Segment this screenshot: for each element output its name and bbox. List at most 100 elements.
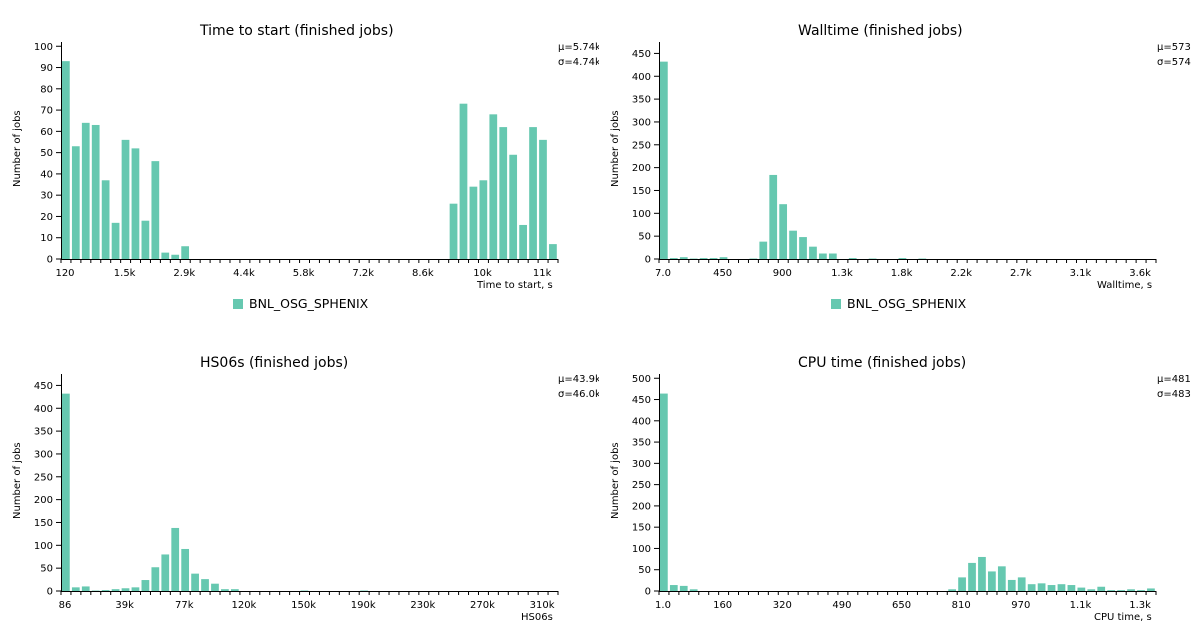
histogram-bar bbox=[121, 588, 130, 591]
histogram-bar bbox=[809, 246, 817, 259]
x-tick-label: 270k bbox=[470, 600, 495, 611]
y-tick-label: 0 bbox=[645, 255, 651, 266]
histogram-bar bbox=[549, 244, 557, 259]
stats-box: μ=573 σ=574 bbox=[1157, 40, 1201, 70]
histogram-bar bbox=[689, 589, 698, 591]
histogram-bar bbox=[121, 139, 130, 259]
stat-mean: μ=5.74k bbox=[558, 42, 599, 53]
y-tick-label: 0 bbox=[47, 255, 53, 266]
histogram-bar bbox=[181, 548, 190, 591]
x-tick-label: 490 bbox=[832, 600, 851, 611]
histogram-bar bbox=[71, 146, 80, 259]
stats-box: μ=43.9k σ=46.0k bbox=[558, 372, 599, 402]
x-tick-label: 1.8k bbox=[891, 268, 913, 279]
histogram-bar bbox=[660, 393, 668, 591]
x-tick-label: 2.2k bbox=[950, 268, 972, 279]
legend[interactable]: BNL_OSG_SPHENIX bbox=[831, 296, 966, 311]
legend[interactable]: BNL_OSG_SPHENIX bbox=[233, 296, 368, 311]
histogram-bar bbox=[459, 103, 468, 259]
histogram-bar bbox=[489, 114, 498, 259]
y-tick-label: 100 bbox=[632, 544, 651, 555]
y-tick-label: 90 bbox=[40, 63, 53, 74]
histogram-bar bbox=[151, 567, 160, 591]
histogram-bar bbox=[1027, 584, 1036, 591]
histogram-bar bbox=[828, 253, 837, 259]
histogram-bar bbox=[221, 589, 229, 591]
histogram-bar bbox=[519, 224, 527, 259]
x-tick-label: 39k bbox=[115, 600, 134, 611]
y-tick-label: 400 bbox=[632, 72, 651, 83]
x-tick-label: 160 bbox=[713, 600, 732, 611]
stat-mean: μ=43.9k bbox=[558, 374, 599, 385]
y-tick-label: 450 bbox=[34, 381, 53, 392]
stat-sigma: σ=483 bbox=[1157, 389, 1191, 400]
x-tick-label: 77k bbox=[175, 600, 194, 611]
histogram-bar bbox=[161, 554, 170, 591]
histogram-bar bbox=[201, 579, 209, 591]
histogram-bar bbox=[978, 556, 986, 591]
stat-sigma: σ=4.74k bbox=[558, 57, 599, 68]
stats-box: μ=481 σ=483 bbox=[1157, 372, 1201, 402]
y-tick-label: 200 bbox=[632, 163, 651, 174]
histogram-bar bbox=[1147, 588, 1155, 591]
histogram-bar bbox=[1057, 584, 1066, 591]
histogram-plot: 0 10 20 30 40 50 60 70 80 90 100 120 1.5k 2.9k 4.4k 5.8… bbox=[34, 42, 559, 279]
histogram-bar bbox=[1007, 579, 1016, 591]
stat-mean: μ=481 bbox=[1157, 374, 1191, 385]
histogram-bar bbox=[1137, 590, 1145, 591]
x-tick-label: 1.3k bbox=[1129, 600, 1151, 611]
y-tick-label: 500 bbox=[632, 374, 651, 385]
x-tick-label: 1.5k bbox=[114, 268, 136, 279]
histogram-bar bbox=[848, 258, 857, 259]
y-tick-label: 100 bbox=[632, 209, 651, 220]
histogram-bar bbox=[529, 127, 537, 259]
histogram-bar bbox=[669, 258, 678, 259]
histogram-bar bbox=[479, 180, 488, 259]
histogram-bar bbox=[1017, 577, 1026, 591]
histogram-bar bbox=[1067, 585, 1076, 591]
histogram-bar bbox=[171, 254, 180, 259]
stat-sigma: σ=46.0k bbox=[558, 389, 599, 400]
histogram-bar bbox=[799, 237, 807, 259]
histogram-bar bbox=[141, 220, 150, 259]
y-tick-label: 80 bbox=[40, 84, 53, 95]
histogram-bar bbox=[111, 589, 120, 591]
y-tick-label: 50 bbox=[638, 232, 651, 243]
histogram-plot: 0 50 100 150 200 250 300 350 400 450 7.0 450 900 1.3k… bbox=[632, 42, 1157, 279]
histogram-bar bbox=[789, 230, 797, 259]
histogram-bar bbox=[62, 61, 70, 259]
histogram-bar bbox=[91, 124, 100, 260]
histogram-bar bbox=[898, 258, 907, 259]
x-tick-label: 2.9k bbox=[173, 268, 195, 279]
histogram-bar bbox=[161, 252, 170, 259]
histogram-bar bbox=[679, 585, 688, 591]
x-tick-label: 810 bbox=[952, 600, 971, 611]
histogram-bar bbox=[101, 180, 110, 259]
histogram-bar bbox=[62, 393, 70, 591]
histogram-bar bbox=[211, 583, 219, 591]
histogram-bar bbox=[81, 586, 90, 591]
x-tick-label: 86 bbox=[59, 600, 72, 611]
histogram-plot: 0 50 100 150 200 250 300 350 400 450 86 39k 77k 120k 1… bbox=[34, 374, 559, 611]
x-tick-label: 4.4k bbox=[233, 268, 255, 279]
y-tick-label: 100 bbox=[34, 42, 53, 53]
histogram-bar bbox=[769, 174, 778, 259]
histogram-bar bbox=[151, 161, 160, 259]
y-tick-label: 450 bbox=[632, 395, 651, 406]
legend-label: BNL_OSG_SPHENIX bbox=[249, 296, 369, 311]
x-tick-label: 1.0 bbox=[655, 600, 671, 611]
histogram-bar bbox=[1127, 589, 1135, 591]
chart-title: CPU time (finished jobs) bbox=[798, 355, 967, 371]
y-tick-label: 250 bbox=[34, 472, 53, 483]
y-tick-label: 400 bbox=[34, 404, 53, 415]
x-axis-label: Time to start, s bbox=[477, 280, 553, 291]
histogram-bar bbox=[968, 562, 976, 591]
x-axis-label: CPU time, s bbox=[1094, 612, 1152, 623]
stat-sigma: σ=574 bbox=[1157, 57, 1191, 68]
y-tick-label: 450 bbox=[632, 49, 651, 60]
histogram-bar bbox=[181, 246, 190, 259]
histogram-bar bbox=[1117, 590, 1125, 591]
histogram-bar bbox=[1097, 586, 1106, 591]
x-axis-label: HS06s bbox=[521, 612, 553, 623]
x-tick-label: 3.6k bbox=[1129, 268, 1151, 279]
